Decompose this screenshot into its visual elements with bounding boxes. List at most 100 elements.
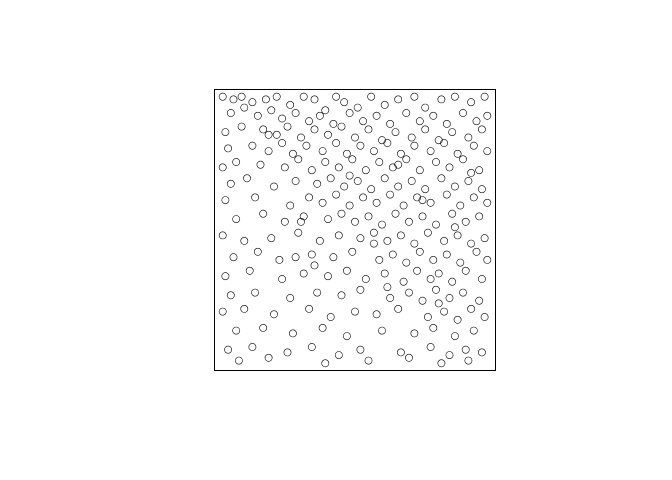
scatter-point — [410, 329, 419, 338]
scatter-point — [234, 356, 243, 365]
scatter-point — [272, 92, 281, 101]
scatter-point — [475, 212, 484, 221]
scatter-point — [256, 160, 265, 169]
scatter-point — [450, 332, 459, 340]
scatter-point — [294, 155, 303, 164]
scatter-point — [364, 212, 373, 221]
scatter-point — [437, 95, 446, 104]
scatter-point — [359, 117, 367, 126]
scatter-point — [248, 343, 257, 351]
scatter-point — [415, 117, 424, 126]
scatter-point — [415, 247, 424, 256]
scatter-point — [321, 158, 330, 166]
scatter-point — [477, 125, 486, 134]
scatter-point — [396, 149, 405, 158]
scatter-point — [297, 217, 305, 226]
scatter-point — [324, 130, 332, 139]
scatter-point — [278, 114, 286, 123]
scatter-point — [402, 155, 411, 164]
scatter-point — [226, 109, 235, 117]
scatter-point — [348, 155, 357, 164]
scatter-point — [224, 345, 232, 354]
scatter-point — [324, 272, 332, 281]
scatter-point — [291, 109, 300, 117]
scatter-point — [369, 147, 378, 155]
scatter-point — [421, 125, 430, 134]
scatter-point — [380, 269, 389, 278]
scatter-point — [448, 209, 457, 218]
scatter-point — [345, 109, 354, 117]
scatter-point — [426, 147, 435, 155]
scatter-point — [453, 315, 462, 324]
scatter-point — [432, 158, 440, 166]
scatter-point — [232, 215, 241, 223]
scatter-point — [329, 120, 338, 128]
scatter-point — [440, 139, 448, 147]
scatter-point — [375, 255, 384, 264]
scatter-point — [334, 351, 343, 359]
scatter-point — [440, 307, 448, 316]
scatter-point — [394, 182, 403, 191]
scatter-point — [345, 171, 354, 180]
scatter-point — [386, 190, 394, 199]
scatter-point — [432, 220, 440, 229]
scatter-point — [342, 332, 351, 340]
scatter-point — [361, 166, 370, 175]
scatter-point — [378, 136, 386, 145]
scatter-point — [367, 92, 376, 101]
scatter-point — [307, 250, 316, 259]
scatter-point — [318, 198, 327, 207]
scatter-point — [391, 128, 400, 136]
scatter-point — [405, 353, 413, 362]
scatter-point — [232, 158, 241, 166]
scatter-point — [361, 275, 370, 283]
scatter-point — [477, 348, 486, 357]
scatter-point — [356, 345, 365, 354]
scatter-point — [337, 291, 346, 300]
scatter-point — [461, 345, 470, 354]
scatter-point — [310, 95, 319, 104]
scatter-point — [399, 277, 408, 286]
scatter-point — [307, 343, 316, 351]
scatter-point — [356, 141, 365, 150]
scatter-point — [318, 147, 327, 155]
scatter-point — [426, 343, 435, 351]
scatter-point — [272, 130, 281, 139]
scatter-point — [483, 198, 492, 207]
scatter-point — [221, 128, 230, 136]
scatter-point — [383, 139, 392, 147]
scatter-point — [226, 291, 235, 300]
scatter-point — [399, 201, 408, 210]
scatter-point — [264, 147, 273, 155]
scatter-point — [388, 250, 397, 259]
scatter-point — [326, 174, 335, 183]
scatter-point — [243, 174, 251, 183]
scatter-point — [467, 304, 475, 313]
scatter-point — [324, 215, 332, 223]
scatter-point — [315, 111, 324, 120]
scatter-point — [380, 101, 389, 109]
scatter-point — [318, 323, 327, 332]
scatter-point — [259, 209, 268, 218]
scatter-point — [467, 168, 475, 177]
scatter-point — [275, 255, 284, 264]
scatter-point — [464, 356, 473, 365]
scatter-point — [288, 149, 297, 158]
scatter-point — [286, 294, 295, 302]
scatter-point — [415, 166, 424, 175]
scatter-point — [467, 239, 475, 248]
scatter-point — [459, 288, 467, 297]
scatter-point — [240, 103, 249, 112]
scatter-point — [386, 294, 394, 302]
scatter-point — [472, 117, 481, 126]
scatter-point — [253, 111, 262, 120]
scatter-point — [394, 95, 403, 104]
scatter-point — [437, 359, 446, 368]
scatter-point — [334, 163, 343, 172]
scatter-point — [305, 193, 313, 202]
scatter-point — [218, 163, 227, 172]
scatter-point — [434, 269, 443, 278]
scatter-point — [448, 128, 457, 136]
scatter-point — [332, 190, 340, 199]
